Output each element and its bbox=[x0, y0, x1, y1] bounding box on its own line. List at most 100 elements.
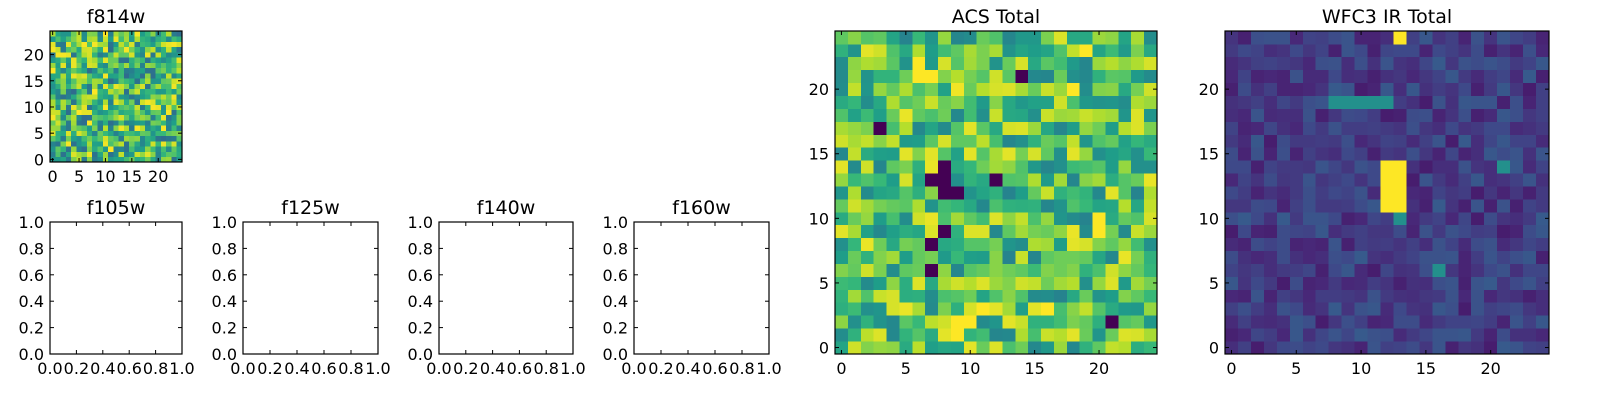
heatmap-cell bbox=[1092, 276, 1106, 290]
heatmap-cell bbox=[950, 276, 965, 290]
heatmap-cell bbox=[963, 263, 978, 277]
heatmap-cell bbox=[166, 72, 172, 79]
heatmap-cell bbox=[912, 302, 926, 316]
heatmap-cell bbox=[176, 88, 183, 95]
heatmap-cell bbox=[123, 120, 130, 126]
heatmap-cell bbox=[1079, 276, 1093, 290]
heatmap-cell bbox=[873, 250, 887, 264]
heatmap-cell bbox=[1341, 95, 1355, 109]
heatmap-cell bbox=[123, 36, 130, 42]
heatmap-cell bbox=[113, 46, 120, 53]
heatmap-cell bbox=[1380, 289, 1394, 303]
heatmap-cell bbox=[1419, 328, 1433, 342]
heatmap-cell bbox=[1250, 31, 1265, 45]
x-tick-label: 0.2 bbox=[64, 359, 89, 378]
heatmap-cell bbox=[912, 95, 926, 109]
heatmap-cell bbox=[1380, 69, 1394, 84]
heatmap-cell bbox=[1458, 186, 1472, 200]
heatmap-cell bbox=[139, 99, 146, 105]
heatmap-cell bbox=[81, 93, 88, 100]
heatmap-cell bbox=[1028, 341, 1042, 355]
heatmap-cell bbox=[1432, 121, 1446, 135]
heatmap-cell bbox=[1445, 134, 1459, 148]
x-tick-label: 0.4 bbox=[284, 359, 309, 378]
heatmap-cell bbox=[102, 104, 109, 110]
heatmap-cell bbox=[873, 276, 887, 290]
heatmap-cell bbox=[1497, 173, 1511, 187]
y-tick-label: 20 bbox=[809, 80, 829, 99]
heatmap-cell bbox=[989, 31, 1003, 45]
heatmap-cell bbox=[1289, 237, 1304, 252]
heatmap-cell bbox=[1432, 315, 1446, 329]
heatmap-cell bbox=[1536, 134, 1550, 148]
heatmap-cell bbox=[1263, 224, 1278, 239]
heatmap-cell bbox=[847, 328, 862, 342]
heatmap-cell bbox=[1380, 43, 1394, 58]
heatmap-cell bbox=[118, 104, 125, 110]
heatmap-cell bbox=[1028, 263, 1042, 277]
heatmap-cell bbox=[860, 341, 875, 355]
heatmap-cell bbox=[886, 121, 900, 135]
heatmap-cell bbox=[155, 151, 162, 158]
heatmap-cell bbox=[1118, 173, 1132, 187]
heatmap-cell bbox=[1118, 108, 1132, 122]
heatmap-cell bbox=[860, 198, 875, 213]
heatmap-cell bbox=[1289, 160, 1304, 174]
y-tick-label: 5 bbox=[1209, 274, 1219, 293]
heatmap-cell bbox=[912, 315, 926, 329]
heatmap-cell bbox=[1471, 315, 1485, 329]
heatmap-cell bbox=[1419, 315, 1433, 329]
heatmap-cell bbox=[123, 156, 130, 163]
y-tick-label: 20 bbox=[1199, 80, 1219, 99]
heatmap-cell bbox=[108, 41, 114, 48]
heatmap-cell bbox=[71, 99, 77, 105]
heatmap-cell bbox=[1118, 95, 1132, 109]
heatmap-cell bbox=[1263, 173, 1278, 187]
heatmap-cell bbox=[963, 186, 978, 200]
heatmap-cell bbox=[71, 31, 77, 37]
heatmap-cell bbox=[1328, 121, 1343, 135]
heatmap-cell bbox=[1328, 224, 1343, 239]
heatmap-cell bbox=[60, 120, 67, 126]
heatmap-cell bbox=[134, 156, 141, 163]
heatmap-cell bbox=[145, 99, 151, 105]
heatmap-cell bbox=[1002, 237, 1016, 252]
heatmap-cell bbox=[1118, 82, 1132, 96]
y-tick-label: 15 bbox=[24, 72, 44, 91]
heatmap-cell bbox=[847, 108, 862, 122]
heatmap-cell bbox=[873, 43, 887, 58]
heatmap-cell bbox=[886, 289, 900, 303]
heatmap-cell bbox=[847, 289, 862, 303]
heatmap-cell bbox=[65, 141, 72, 147]
heatmap-cell bbox=[1092, 315, 1106, 329]
heatmap-cell bbox=[150, 41, 156, 48]
heatmap-cell bbox=[1237, 198, 1252, 213]
heatmap-cell bbox=[1471, 95, 1485, 109]
heatmap-cell bbox=[1380, 173, 1394, 187]
heatmap-cell bbox=[873, 69, 887, 84]
heatmap-cell bbox=[1354, 160, 1368, 174]
heatmap-cell bbox=[886, 43, 900, 58]
heatmap-cell bbox=[1445, 302, 1459, 316]
heatmap-cell bbox=[145, 109, 151, 116]
heatmap-cell bbox=[860, 315, 875, 329]
heatmap-cell bbox=[86, 93, 93, 100]
heatmap-cell bbox=[71, 146, 77, 152]
heatmap-cell bbox=[50, 46, 56, 53]
heatmap-cell bbox=[1510, 173, 1524, 187]
heatmap-cell bbox=[1367, 276, 1381, 290]
y-tick-label: 1.0 bbox=[603, 213, 628, 232]
heatmap-cell bbox=[925, 147, 939, 161]
heatmap-cell bbox=[938, 186, 952, 200]
heatmap-cell bbox=[150, 57, 156, 63]
heatmap-cell bbox=[1092, 82, 1106, 96]
heatmap-cell bbox=[1015, 69, 1029, 84]
heatmap-cell bbox=[1354, 69, 1368, 84]
heatmap-cell bbox=[1458, 69, 1472, 84]
heatmap-cell bbox=[65, 57, 72, 63]
heatmap-cell bbox=[1263, 198, 1278, 213]
heatmap-cell bbox=[1118, 43, 1132, 58]
heatmap-cell bbox=[847, 211, 862, 226]
heatmap-cell bbox=[925, 108, 939, 122]
heatmap-cell bbox=[925, 328, 939, 342]
